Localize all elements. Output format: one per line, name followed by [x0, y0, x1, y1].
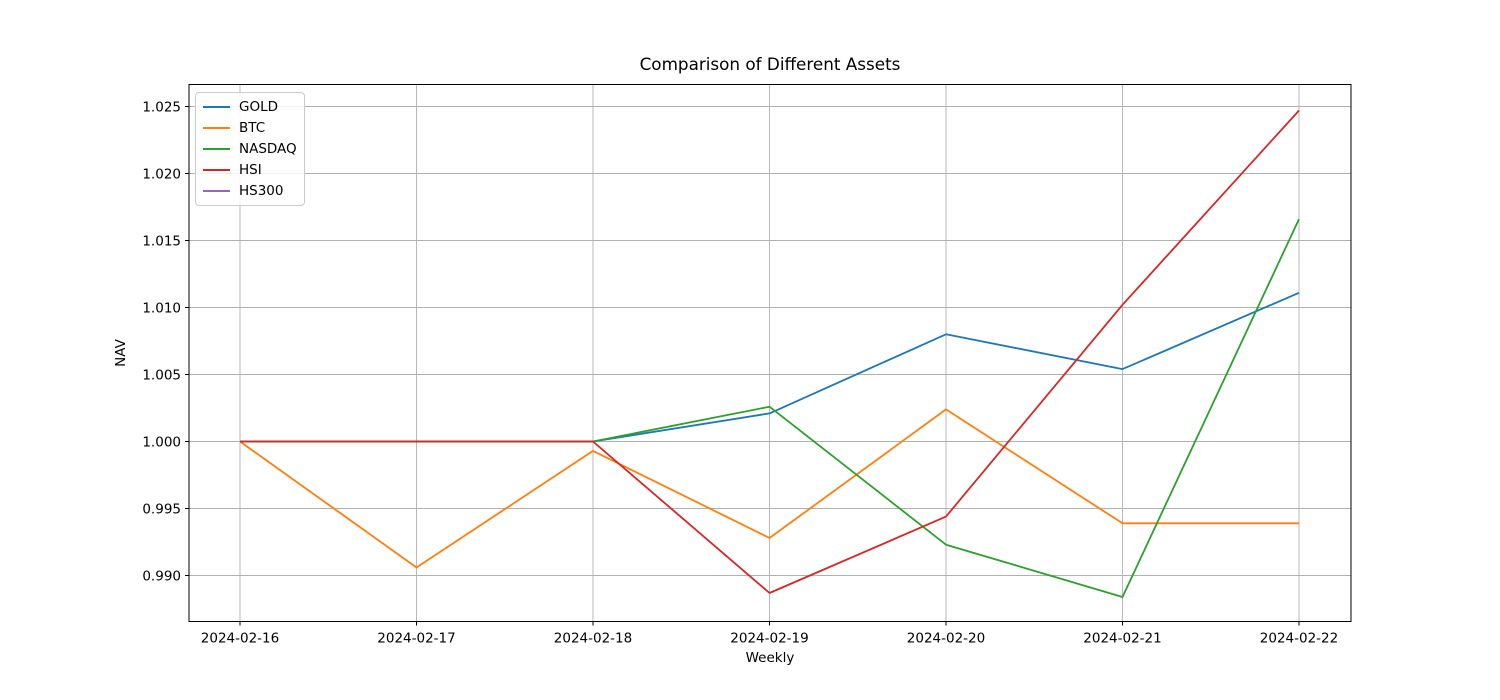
x-tick-label: 2024-02-18 [554, 631, 632, 647]
x-tick-label: 2024-02-19 [730, 631, 808, 647]
y-tick-label: 1.020 [142, 166, 181, 182]
y-tick-label: 1.000 [142, 434, 181, 450]
x-tick-label: 2024-02-22 [1260, 631, 1338, 647]
x-tick-label: 2024-02-21 [1083, 631, 1161, 647]
legend-line-swatch [203, 189, 230, 192]
y-tick-label: 1.010 [142, 300, 181, 316]
legend-label: NASDAQ [239, 140, 297, 157]
y-tick-label: 1.005 [142, 367, 181, 383]
x-tick-label: 2024-02-16 [201, 631, 279, 647]
chart-title: Comparison of Different Assets [639, 54, 901, 74]
legend-line-swatch [203, 168, 230, 171]
legend-label: GOLD [239, 98, 279, 115]
legend-line-swatch [203, 105, 230, 108]
y-tick-label: 1.025 [142, 99, 181, 115]
line-btc [239, 408, 1299, 569]
y-axis-label: NAV [113, 339, 129, 367]
legend-item-hs300: HS300 [196, 180, 304, 201]
legend-label: HS300 [239, 182, 284, 199]
x-tick-label: 2024-02-17 [377, 631, 455, 647]
x-axis-label: Weekly [745, 650, 795, 666]
y-tick-label: 1.015 [142, 233, 181, 249]
legend-item-nasdaq: NASDAQ [196, 138, 304, 159]
axes-spines [188, 84, 1352, 622]
legend: GOLD BTC NASDAQ HSI HS300 [195, 92, 305, 206]
y-tick-label: 0.990 [142, 568, 181, 584]
legend-line-swatch [203, 126, 230, 129]
y-tick-label: 0.995 [142, 501, 181, 517]
x-tick-label: 2024-02-20 [907, 631, 985, 647]
legend-line-swatch [203, 147, 230, 150]
legend-label: BTC [239, 119, 266, 136]
legend-item-btc: BTC [196, 117, 304, 138]
legend-item-gold: GOLD [196, 96, 304, 117]
line-hsi [240, 109, 1300, 594]
legend-label: HSI [239, 161, 262, 178]
legend-item-hsi: HSI [196, 159, 304, 180]
